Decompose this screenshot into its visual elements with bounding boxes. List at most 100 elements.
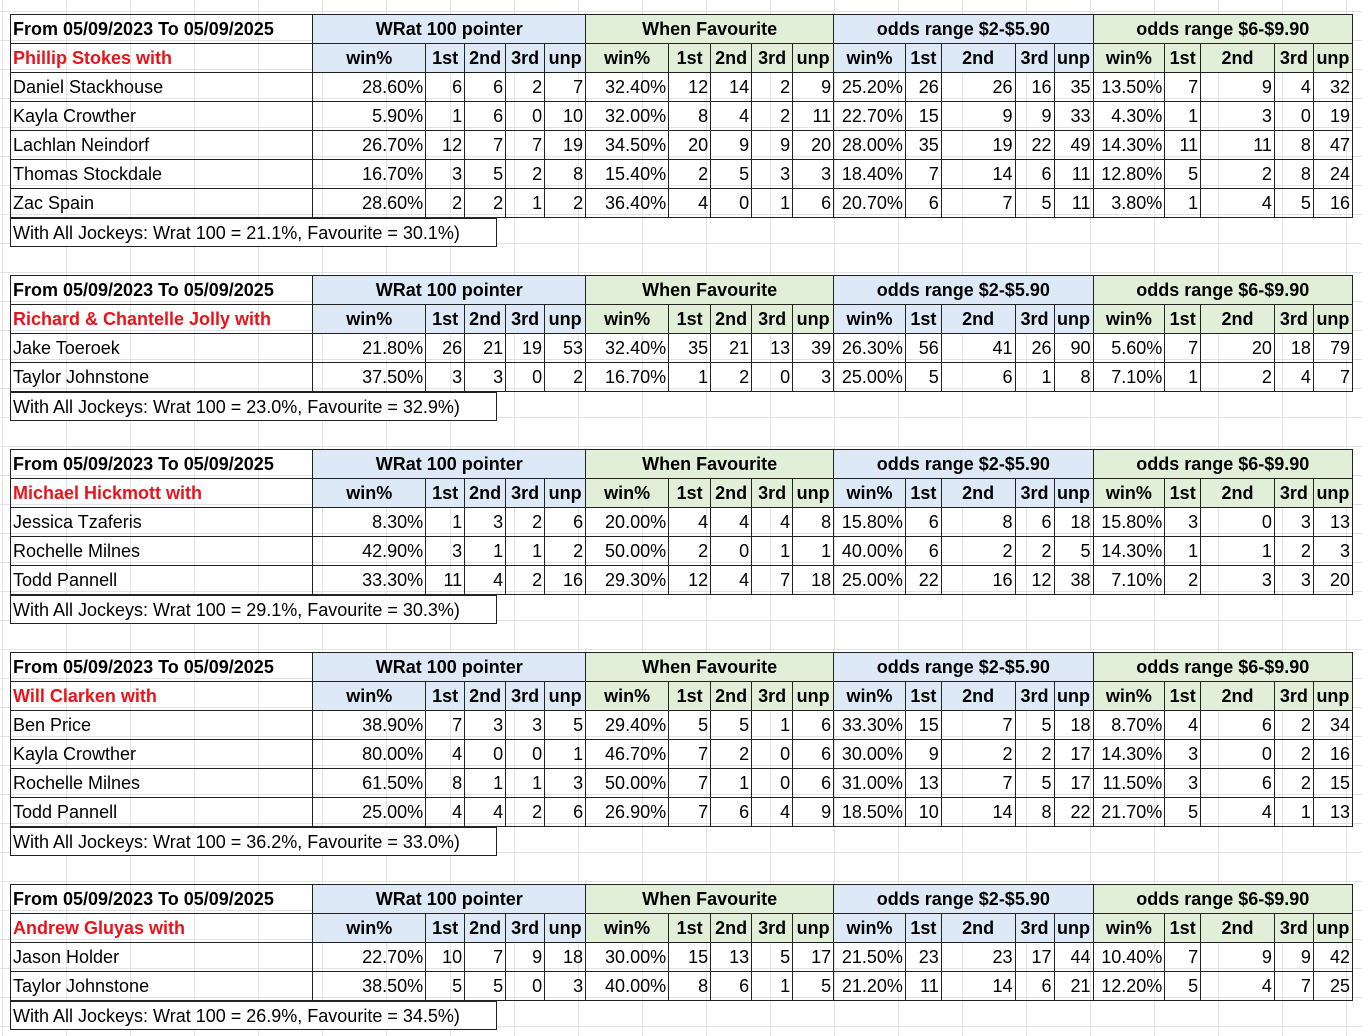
stat-cell[interactable]: 40.00%	[833, 536, 906, 566]
column-header-2nd[interactable]: 2nd	[940, 478, 1016, 508]
column-header-1st[interactable]: 1st	[425, 304, 466, 334]
stat-cell[interactable]: 2	[544, 536, 587, 566]
stat-cell[interactable]: 10.40%	[1092, 942, 1166, 972]
trainer-name-cell[interactable]: Andrew Gluyas with	[9, 913, 314, 943]
stat-cell[interactable]: 1	[1200, 536, 1275, 566]
stat-cell[interactable]: 21.20%	[833, 971, 906, 1001]
stat-cell[interactable]: 11	[1053, 188, 1094, 218]
column-header-2nd[interactable]: 2nd	[710, 478, 753, 508]
stat-cell[interactable]: 4	[710, 507, 753, 537]
stat-cell[interactable]: 90	[1053, 333, 1094, 363]
column-header-1st[interactable]: 1st	[1164, 304, 1202, 334]
column-header-win-pct[interactable]: win%	[1092, 681, 1166, 711]
column-header-1st[interactable]: 1st	[1164, 681, 1202, 711]
column-header-unp[interactable]: unp	[792, 478, 835, 508]
stat-cell[interactable]: 5	[792, 971, 835, 1001]
stat-cell[interactable]: 8	[668, 101, 712, 131]
stat-cell[interactable]: 3	[464, 507, 507, 537]
stat-cell[interactable]: 31.00%	[833, 768, 906, 798]
stat-cell[interactable]: 0	[505, 971, 546, 1001]
column-header-win-pct[interactable]: win%	[585, 681, 670, 711]
stat-cell[interactable]: 49	[1053, 130, 1094, 160]
stat-cell[interactable]: 6	[904, 507, 942, 537]
stat-cell[interactable]: 4	[751, 797, 794, 827]
stat-cell[interactable]: 0	[505, 101, 546, 131]
stat-cell[interactable]: 1	[668, 362, 712, 392]
stat-cell[interactable]: 40.00%	[585, 971, 670, 1001]
stat-cell[interactable]: 2	[751, 72, 794, 102]
stat-cell[interactable]: 1	[425, 101, 466, 131]
stat-cell[interactable]: 18	[544, 942, 587, 972]
stat-cell[interactable]: 3	[1312, 536, 1354, 566]
summary-cell[interactable]: With All Jockeys: Wrat 100 = 36.2%, Favo…	[10, 827, 497, 856]
stat-cell[interactable]: 24	[1312, 159, 1354, 189]
column-header-3rd[interactable]: 3rd	[505, 304, 546, 334]
column-header-1st[interactable]: 1st	[904, 478, 942, 508]
stat-cell[interactable]: 4	[464, 797, 507, 827]
column-header-2nd[interactable]: 2nd	[710, 913, 753, 943]
jockey-name-cell[interactable]: Rochelle Milnes	[9, 536, 314, 566]
column-header-3rd[interactable]: 3rd	[1273, 913, 1314, 943]
stat-cell[interactable]: 12	[668, 72, 712, 102]
stat-cell[interactable]: 3	[1273, 507, 1314, 537]
summary-cell[interactable]: With All Jockeys: Wrat 100 = 23.0%, Favo…	[10, 392, 497, 421]
stat-cell[interactable]: 19	[940, 130, 1016, 160]
column-header-3rd[interactable]: 3rd	[1273, 681, 1314, 711]
column-header-win-pct[interactable]: win%	[1092, 913, 1166, 943]
summary-cell[interactable]: With All Jockeys: Wrat 100 = 26.9%, Favo…	[10, 1001, 497, 1030]
stat-cell[interactable]: 38.90%	[312, 710, 427, 740]
stat-cell[interactable]: 17	[792, 942, 835, 972]
odds-6-990-section-header[interactable]: odds range $6-$9.90	[1092, 652, 1353, 682]
stat-cell[interactable]: 16	[1312, 739, 1354, 769]
stat-cell[interactable]: 14	[940, 797, 1016, 827]
stat-cell[interactable]: 1	[505, 188, 546, 218]
column-header-3rd[interactable]: 3rd	[751, 478, 794, 508]
trainer-name-cell[interactable]: Phillip Stokes with	[9, 43, 314, 73]
stat-cell[interactable]: 61.50%	[312, 768, 427, 798]
stat-cell[interactable]: 28.60%	[312, 72, 427, 102]
stat-cell[interactable]: 0	[710, 188, 753, 218]
column-header-unp[interactable]: unp	[1053, 478, 1094, 508]
column-header-1st[interactable]: 1st	[668, 43, 712, 73]
stat-cell[interactable]: 2	[544, 362, 587, 392]
stat-cell[interactable]: 50.00%	[585, 768, 670, 798]
stat-cell[interactable]: 3	[464, 362, 507, 392]
stat-cell[interactable]: 5	[1273, 188, 1314, 218]
trainer-name-cell[interactable]: Michael Hickmott with	[9, 478, 314, 508]
favourite-section-header[interactable]: When Favourite	[585, 884, 835, 914]
stat-cell[interactable]: 0	[505, 362, 546, 392]
column-header-unp[interactable]: unp	[792, 681, 835, 711]
stat-cell[interactable]: 20.00%	[585, 507, 670, 537]
stat-cell[interactable]: 7	[940, 710, 1016, 740]
column-header-2nd[interactable]: 2nd	[464, 913, 507, 943]
stat-cell[interactable]: 4	[751, 507, 794, 537]
stat-cell[interactable]: 11	[425, 565, 466, 595]
stat-cell[interactable]: 6	[904, 536, 942, 566]
summary-cell[interactable]: With All Jockeys: Wrat 100 = 29.1%, Favo…	[10, 595, 497, 624]
stat-cell[interactable]: 1	[710, 768, 753, 798]
stat-cell[interactable]: 21.70%	[1092, 797, 1166, 827]
stat-cell[interactable]: 2	[505, 565, 546, 595]
stat-cell[interactable]: 42	[1312, 942, 1354, 972]
stat-cell[interactable]: 3	[1164, 507, 1202, 537]
column-header-1st[interactable]: 1st	[1164, 43, 1202, 73]
stat-cell[interactable]: 7	[1164, 333, 1202, 363]
column-header-1st[interactable]: 1st	[904, 681, 942, 711]
stat-cell[interactable]: 6	[710, 971, 753, 1001]
stat-cell[interactable]: 25.20%	[833, 72, 906, 102]
stat-cell[interactable]: 36.40%	[585, 188, 670, 218]
stat-cell[interactable]: 8	[1014, 797, 1055, 827]
stat-cell[interactable]: 4	[425, 739, 466, 769]
stat-cell[interactable]: 16	[940, 565, 1016, 595]
jockey-name-cell[interactable]: Todd Pannell	[9, 565, 314, 595]
column-header-2nd[interactable]: 2nd	[1200, 304, 1275, 334]
stat-cell[interactable]: 35	[668, 333, 712, 363]
stat-cell[interactable]: 7	[751, 565, 794, 595]
column-header-2nd[interactable]: 2nd	[710, 681, 753, 711]
stat-cell[interactable]: 7	[904, 159, 942, 189]
jockey-name-cell[interactable]: Zac Spain	[9, 188, 314, 218]
stat-cell[interactable]: 0	[1200, 507, 1275, 537]
stat-cell[interactable]: 19	[505, 333, 546, 363]
jockey-name-cell[interactable]: Ben Price	[9, 710, 314, 740]
stat-cell[interactable]: 0	[751, 362, 794, 392]
